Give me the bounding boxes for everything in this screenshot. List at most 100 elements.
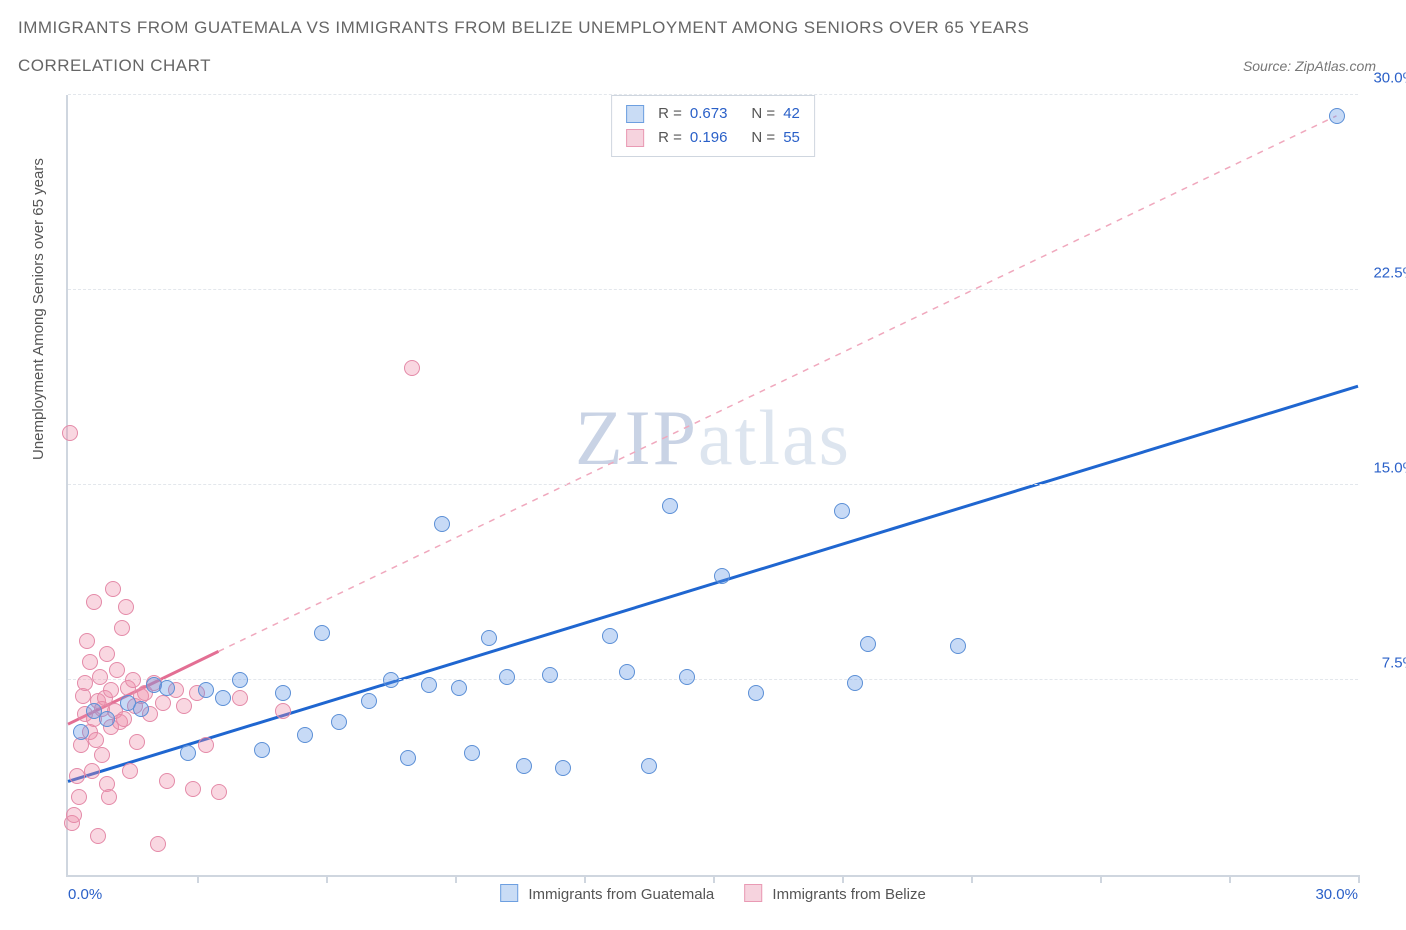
x-tick bbox=[1358, 875, 1360, 883]
data-point-guatemala bbox=[950, 638, 966, 654]
data-point-belize bbox=[77, 675, 93, 691]
data-point-guatemala bbox=[254, 742, 270, 758]
data-point-guatemala bbox=[847, 675, 863, 691]
grid-line bbox=[68, 679, 1358, 680]
data-point-belize bbox=[159, 773, 175, 789]
data-point-belize bbox=[116, 711, 132, 727]
x-tick bbox=[584, 875, 586, 883]
data-point-belize bbox=[103, 682, 119, 698]
data-point-guatemala bbox=[542, 667, 558, 683]
data-point-guatemala bbox=[297, 727, 313, 743]
data-point-belize bbox=[66, 807, 82, 823]
scatter-plot-area: ZIPatlas R = 0.673 N = 42 R = 0.196 N = … bbox=[66, 95, 1358, 877]
x-tick bbox=[842, 875, 844, 883]
data-point-belize bbox=[88, 732, 104, 748]
legend-item-belize: Immigrants from Belize bbox=[744, 884, 926, 903]
trend-line-belize-dashed bbox=[219, 116, 1337, 652]
data-point-guatemala bbox=[516, 758, 532, 774]
grid-line bbox=[68, 289, 1358, 290]
data-point-guatemala bbox=[748, 685, 764, 701]
data-point-belize bbox=[90, 828, 106, 844]
correlation-legend: R = 0.673 N = 42 R = 0.196 N = 55 bbox=[611, 95, 815, 157]
data-point-guatemala bbox=[860, 636, 876, 652]
data-point-guatemala bbox=[361, 693, 377, 709]
chart-title-line2: CORRELATION CHART bbox=[18, 56, 1029, 76]
data-point-belize bbox=[185, 781, 201, 797]
legend-item-guatemala: Immigrants from Guatemala bbox=[500, 884, 714, 903]
grid-line bbox=[68, 484, 1358, 485]
data-point-guatemala bbox=[159, 680, 175, 696]
data-point-belize bbox=[211, 784, 227, 800]
data-point-guatemala bbox=[314, 625, 330, 641]
data-point-guatemala bbox=[641, 758, 657, 774]
n-value-belize: 55 bbox=[783, 126, 800, 150]
grid-line bbox=[68, 94, 1358, 95]
data-point-belize bbox=[150, 836, 166, 852]
data-point-belize bbox=[129, 734, 145, 750]
x-tick bbox=[1100, 875, 1102, 883]
data-point-belize bbox=[99, 646, 115, 662]
data-point-guatemala bbox=[275, 685, 291, 701]
r-label: R = bbox=[658, 126, 682, 150]
legend-label-guatemala: Immigrants from Guatemala bbox=[528, 886, 714, 903]
data-point-guatemala bbox=[834, 503, 850, 519]
data-point-belize bbox=[101, 789, 117, 805]
legend-label-belize: Immigrants from Belize bbox=[772, 886, 925, 903]
data-point-belize bbox=[79, 633, 95, 649]
data-point-guatemala bbox=[434, 516, 450, 532]
data-point-guatemala bbox=[400, 750, 416, 766]
x-tick bbox=[326, 875, 328, 883]
y-tick-label: 22.5% bbox=[1373, 265, 1406, 282]
data-point-belize bbox=[84, 763, 100, 779]
data-point-guatemala bbox=[232, 672, 248, 688]
data-point-guatemala bbox=[215, 690, 231, 706]
r-label: R = bbox=[658, 102, 682, 126]
data-point-belize bbox=[62, 425, 78, 441]
series-legend: Immigrants from Guatemala Immigrants fro… bbox=[500, 884, 926, 903]
swatch-belize bbox=[744, 884, 762, 902]
x-tick bbox=[713, 875, 715, 883]
legend-row-guatemala: R = 0.673 N = 42 bbox=[626, 102, 800, 126]
x-axis-start-label: 0.0% bbox=[68, 886, 102, 903]
data-point-guatemala bbox=[383, 672, 399, 688]
y-tick-label: 7.5% bbox=[1382, 655, 1406, 672]
swatch-guatemala bbox=[500, 884, 518, 902]
n-label: N = bbox=[751, 126, 775, 150]
data-point-belize bbox=[404, 360, 420, 376]
x-tick bbox=[455, 875, 457, 883]
swatch-guatemala bbox=[626, 105, 644, 123]
data-point-belize bbox=[122, 763, 138, 779]
data-point-guatemala bbox=[481, 630, 497, 646]
data-point-belize bbox=[105, 581, 121, 597]
n-label: N = bbox=[751, 102, 775, 126]
data-point-guatemala bbox=[99, 711, 115, 727]
x-tick bbox=[197, 875, 199, 883]
data-point-belize bbox=[275, 703, 291, 719]
swatch-belize bbox=[626, 129, 644, 147]
data-point-guatemala bbox=[619, 664, 635, 680]
data-point-belize bbox=[86, 594, 102, 610]
x-axis-end-label: 30.0% bbox=[1315, 886, 1358, 903]
data-point-guatemala bbox=[331, 714, 347, 730]
data-point-belize bbox=[69, 768, 85, 784]
data-point-belize bbox=[114, 620, 130, 636]
n-value-guatemala: 42 bbox=[783, 102, 800, 126]
data-point-belize bbox=[198, 737, 214, 753]
data-point-guatemala bbox=[662, 498, 678, 514]
trend-line-guatemala bbox=[68, 386, 1358, 781]
data-point-guatemala bbox=[180, 745, 196, 761]
data-point-guatemala bbox=[499, 669, 515, 685]
data-point-belize bbox=[176, 698, 192, 714]
y-tick-label: 30.0% bbox=[1373, 70, 1406, 87]
data-point-guatemala bbox=[679, 669, 695, 685]
data-point-guatemala bbox=[555, 760, 571, 776]
y-axis-title: Unemployment Among Seniors over 65 years bbox=[30, 158, 47, 460]
data-point-guatemala bbox=[451, 680, 467, 696]
x-tick bbox=[1229, 875, 1231, 883]
data-point-guatemala bbox=[714, 568, 730, 584]
data-point-guatemala bbox=[464, 745, 480, 761]
data-point-belize bbox=[71, 789, 87, 805]
data-point-belize bbox=[94, 747, 110, 763]
data-point-belize bbox=[155, 695, 171, 711]
data-point-belize bbox=[118, 599, 134, 615]
